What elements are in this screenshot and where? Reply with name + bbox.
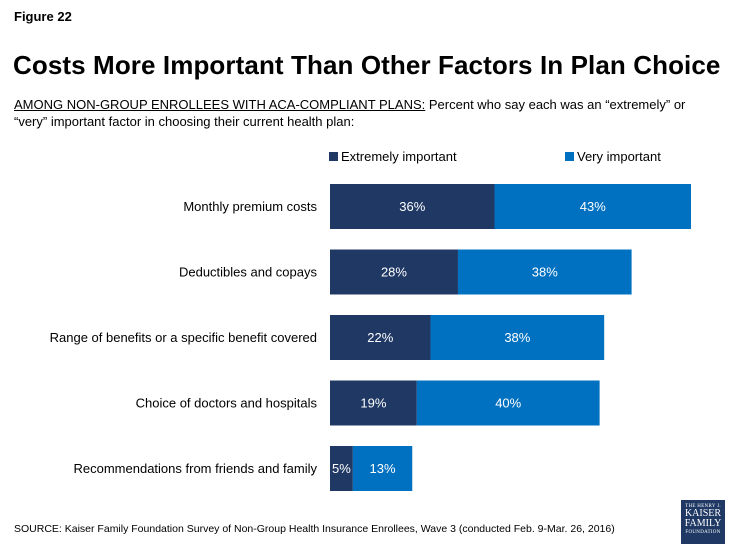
bar-2-4	[416, 380, 600, 426]
category-label-4: Choice of doctors and hospitals	[136, 396, 318, 411]
bar-2-2	[457, 249, 632, 295]
value-label-1-1: 36%	[399, 199, 425, 214]
legend-label-1: Extremely important	[341, 149, 457, 164]
bar-2-3	[430, 315, 605, 360]
legend-swatch-1	[329, 152, 338, 161]
legend-swatch-2	[565, 152, 574, 161]
kff-logo: THE HENRY J. KAISER FAMILY FOUNDATION	[681, 500, 725, 544]
value-label-2-3: 38%	[504, 330, 530, 345]
category-label-1: Monthly premium costs	[183, 199, 317, 214]
value-label-2-5: 13%	[370, 461, 396, 476]
legend-label-2: Very important	[577, 149, 661, 164]
bar-1-3	[330, 315, 431, 360]
logo-line-2: KAISER	[684, 508, 722, 519]
category-label-3: Range of benefits or a specific benefit …	[50, 330, 317, 345]
logo-line-1: THE HENRY J.	[685, 504, 721, 509]
logo-line-3: FAMILY	[684, 518, 722, 529]
chart-subtitle: AMONG NON-GROUP ENROLLEES WITH ACA-COMPL…	[14, 96, 714, 130]
value-label-1-3: 22%	[367, 330, 393, 345]
subtitle-rest: Percent who say each was an “extremely” …	[14, 97, 686, 129]
bar-2-5	[352, 446, 413, 491]
value-label-2-2: 38%	[532, 265, 558, 280]
source-note: SOURCE: Kaiser Family Foundation Survey …	[14, 523, 615, 535]
bar-1-5	[330, 446, 353, 491]
bar-1-1	[330, 184, 495, 229]
category-label-5: Recommendations from friends and family	[74, 461, 318, 476]
bar-1-2	[330, 249, 458, 295]
figure-label: Figure 22	[14, 9, 72, 24]
value-label-2-1: 43%	[580, 199, 606, 214]
chart-title: Costs More Important Than Other Factors …	[13, 50, 721, 80]
value-label-1-2: 28%	[381, 265, 407, 280]
logo-line-4: FOUNDATION	[685, 530, 721, 535]
bar-2-1	[494, 184, 691, 229]
value-label-2-4: 40%	[495, 396, 521, 411]
value-label-1-5: 5%	[332, 461, 351, 476]
category-label-2: Deductibles and copays	[179, 265, 318, 280]
value-label-1-4: 19%	[360, 396, 386, 411]
bar-1-4	[330, 380, 417, 426]
subtitle-lead: AMONG NON-GROUP ENROLLEES WITH ACA-COMPL…	[14, 97, 426, 112]
